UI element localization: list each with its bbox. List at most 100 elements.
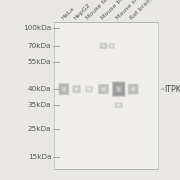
FancyBboxPatch shape [102,88,105,90]
FancyBboxPatch shape [113,83,124,96]
FancyBboxPatch shape [87,87,92,91]
FancyBboxPatch shape [131,87,135,91]
FancyBboxPatch shape [58,83,69,95]
Text: 100kDa: 100kDa [23,25,51,31]
FancyBboxPatch shape [111,45,112,47]
FancyBboxPatch shape [63,88,65,90]
FancyBboxPatch shape [115,103,122,108]
FancyBboxPatch shape [74,87,79,91]
FancyBboxPatch shape [75,88,78,91]
FancyBboxPatch shape [62,88,65,91]
FancyBboxPatch shape [101,44,106,48]
FancyBboxPatch shape [115,103,123,108]
FancyBboxPatch shape [86,86,93,92]
FancyBboxPatch shape [98,84,109,94]
FancyBboxPatch shape [102,44,105,47]
FancyBboxPatch shape [75,87,78,91]
FancyBboxPatch shape [87,87,91,91]
FancyBboxPatch shape [116,86,121,92]
Text: 55kDa: 55kDa [28,59,51,65]
FancyBboxPatch shape [60,85,68,93]
FancyBboxPatch shape [110,45,113,47]
FancyBboxPatch shape [111,45,113,47]
FancyBboxPatch shape [115,103,123,108]
FancyBboxPatch shape [102,44,105,48]
FancyBboxPatch shape [86,86,92,92]
FancyBboxPatch shape [99,85,108,94]
FancyBboxPatch shape [99,85,108,93]
FancyBboxPatch shape [59,84,69,94]
FancyBboxPatch shape [87,88,91,91]
FancyBboxPatch shape [61,86,67,93]
FancyBboxPatch shape [115,84,123,94]
FancyBboxPatch shape [128,84,138,94]
FancyBboxPatch shape [129,84,138,94]
FancyBboxPatch shape [76,88,77,90]
Text: 70kDa: 70kDa [28,43,51,49]
FancyBboxPatch shape [114,84,123,94]
FancyBboxPatch shape [110,44,114,48]
FancyBboxPatch shape [114,83,124,95]
FancyBboxPatch shape [115,85,122,93]
FancyBboxPatch shape [109,44,114,48]
FancyBboxPatch shape [62,87,66,91]
FancyBboxPatch shape [102,87,105,91]
FancyBboxPatch shape [109,44,114,48]
FancyBboxPatch shape [73,85,80,93]
FancyBboxPatch shape [88,88,90,90]
FancyBboxPatch shape [85,86,93,93]
FancyBboxPatch shape [75,88,78,90]
Text: Mouse brain: Mouse brain [100,0,131,21]
FancyBboxPatch shape [103,88,104,90]
FancyBboxPatch shape [108,43,115,49]
FancyBboxPatch shape [117,104,120,106]
Text: HepG2: HepG2 [73,2,92,21]
FancyBboxPatch shape [116,86,122,93]
FancyBboxPatch shape [73,86,80,93]
FancyBboxPatch shape [60,84,68,94]
FancyBboxPatch shape [116,104,121,107]
Text: Rat brain: Rat brain [130,0,154,21]
FancyBboxPatch shape [118,104,120,106]
FancyBboxPatch shape [101,87,106,92]
Text: HeLa: HeLa [60,6,75,21]
FancyBboxPatch shape [74,86,79,92]
FancyBboxPatch shape [100,86,107,92]
FancyBboxPatch shape [102,45,105,47]
FancyBboxPatch shape [100,43,107,49]
FancyBboxPatch shape [132,88,134,90]
FancyBboxPatch shape [87,87,91,91]
FancyBboxPatch shape [86,86,93,92]
FancyBboxPatch shape [109,44,114,48]
FancyBboxPatch shape [100,43,107,49]
FancyBboxPatch shape [73,86,80,92]
FancyBboxPatch shape [109,44,114,48]
FancyBboxPatch shape [129,85,137,93]
FancyBboxPatch shape [59,84,69,95]
FancyBboxPatch shape [102,45,105,47]
Text: 25kDa: 25kDa [28,126,51,132]
FancyBboxPatch shape [60,85,67,93]
FancyBboxPatch shape [103,45,104,47]
FancyBboxPatch shape [62,87,66,91]
Text: Mouse small intestine: Mouse small intestine [115,0,167,21]
FancyBboxPatch shape [72,85,81,93]
FancyBboxPatch shape [117,87,120,91]
FancyBboxPatch shape [116,103,122,107]
FancyBboxPatch shape [73,86,80,92]
FancyBboxPatch shape [118,105,120,106]
FancyBboxPatch shape [118,88,120,90]
FancyBboxPatch shape [131,87,135,91]
Bar [54,22,158,169]
FancyBboxPatch shape [101,44,106,48]
FancyBboxPatch shape [100,86,107,92]
FancyBboxPatch shape [112,81,125,97]
FancyBboxPatch shape [101,87,106,91]
FancyBboxPatch shape [100,43,107,49]
FancyBboxPatch shape [88,88,90,90]
FancyBboxPatch shape [114,102,123,108]
FancyBboxPatch shape [130,86,136,92]
FancyBboxPatch shape [101,44,106,48]
FancyBboxPatch shape [129,85,138,93]
FancyBboxPatch shape [113,82,125,96]
